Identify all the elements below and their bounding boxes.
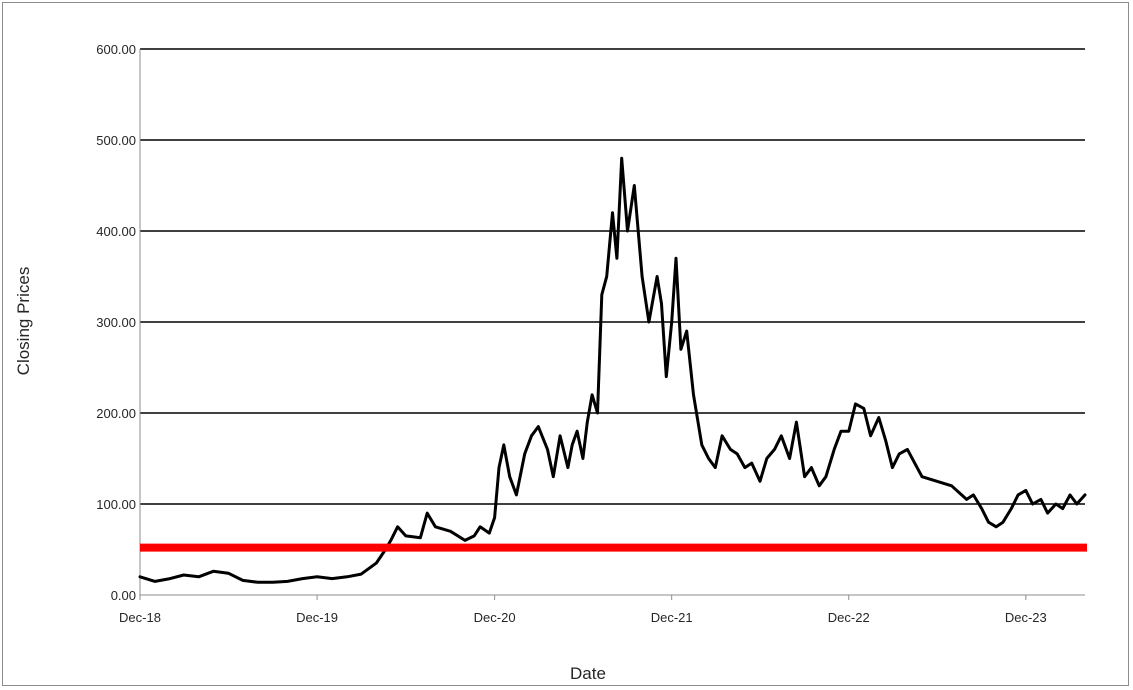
x-axis-title: Date — [570, 664, 606, 683]
y-tick-label: 300.00 — [96, 315, 136, 330]
y-tick-label: 200.00 — [96, 406, 136, 421]
x-tick-label: Dec-18 — [119, 610, 161, 625]
x-tick-label: Dec-22 — [828, 610, 870, 625]
x-tick-label: Dec-19 — [296, 610, 338, 625]
price-series-line — [138, 156, 1087, 584]
x-tick-label: Dec-20 — [474, 610, 516, 625]
y-tick-label: 400.00 — [96, 224, 136, 239]
gridlines — [140, 48, 1085, 505]
y-tick-label: 100.00 — [96, 497, 136, 512]
x-tick-labels: Dec-18 Dec-19 Dec-20 Dec-21 Dec-22 Dec-23 — [119, 610, 1047, 625]
y-tick-label: 600.00 — [96, 42, 136, 57]
x-tick-label: Dec-23 — [1005, 610, 1047, 625]
series-layer — [138, 156, 1087, 584]
axes — [139, 49, 1085, 600]
x-tick-label: Dec-21 — [651, 610, 693, 625]
y-tick-label: 0.00 — [111, 588, 136, 603]
y-tick-labels: 0.00 100.00 200.00 300.00 400.00 500.00 600.00 — [96, 42, 136, 603]
y-axis-title: Closing Prices — [14, 267, 33, 376]
y-tick-label: 500.00 — [96, 133, 136, 148]
